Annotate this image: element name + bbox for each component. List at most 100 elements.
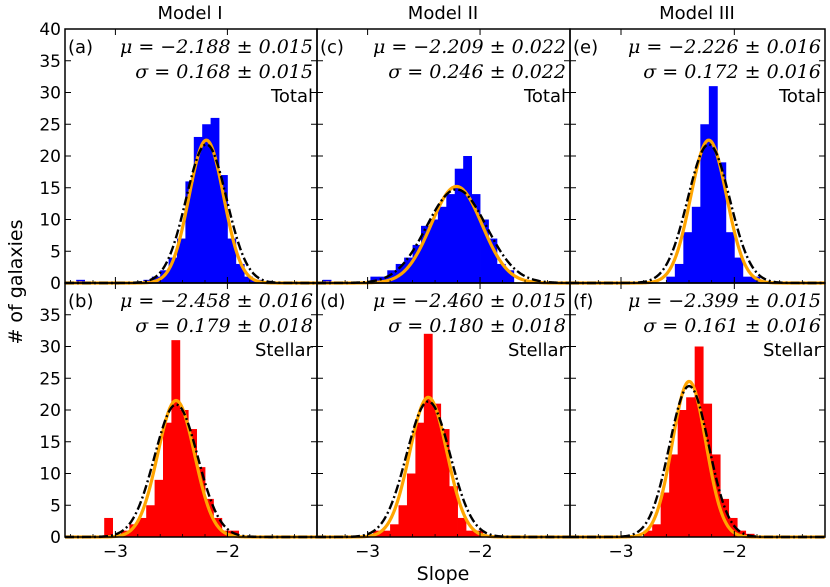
panel-label: (e) xyxy=(573,37,598,58)
histogram-bar xyxy=(188,429,197,537)
black-fit-curve xyxy=(316,400,571,539)
histogram-bar xyxy=(390,524,399,537)
panel-e: (e) μ = −2.226 ± 0.016 σ = 0.172 ± 0.016 To… xyxy=(569,28,826,285)
histogram-bar xyxy=(163,422,172,537)
y-tick-label: 15 xyxy=(39,179,61,199)
y-tick-label: 20 xyxy=(39,401,61,421)
component-label: Total xyxy=(270,86,313,107)
histogram-bar xyxy=(480,219,489,283)
histogram-bar xyxy=(210,117,220,284)
x-tick-label: −2 xyxy=(722,542,747,562)
histogram-bar xyxy=(457,517,467,537)
histogram-bar xyxy=(669,454,679,537)
sigma-annotation: σ = 0.246 ± 0.022 xyxy=(388,61,566,83)
histogram-bar xyxy=(387,270,397,283)
histogram-bar xyxy=(674,263,684,283)
histogram-bar xyxy=(137,517,147,537)
black-fit-curve xyxy=(64,403,318,539)
panel-f: −3 −2 (f) μ = −2.399 ± 0.015 σ = 0.161 ± 0.0… xyxy=(569,282,826,562)
histogram-bar xyxy=(717,162,727,283)
histogram-bar xyxy=(471,194,481,283)
histogram-bar xyxy=(168,257,178,283)
histogram-bar xyxy=(171,340,181,537)
histogram-bar xyxy=(146,505,155,537)
y-tick-label: 35 xyxy=(39,52,61,72)
histogram-bar xyxy=(381,530,391,537)
histogram-bar xyxy=(666,276,676,283)
histogram-bar xyxy=(708,86,718,284)
column-title-model-1: Model I xyxy=(157,3,222,24)
panel-label: (b) xyxy=(68,291,93,312)
y-tick-label: 15 xyxy=(39,433,61,453)
histogram-bar xyxy=(205,498,214,537)
histogram-bar xyxy=(449,486,458,537)
histogram-bar xyxy=(196,467,206,537)
x-tick-label: −3 xyxy=(608,542,633,562)
mu-annotation: μ = −2.399 ± 0.015 xyxy=(628,290,821,312)
panel-b: −3 −2 0 5 10 15 20 25 30 35 (b) μ = −2.458 ± 0.016 σ… xyxy=(39,282,318,562)
histogram-bar xyxy=(412,244,422,283)
histogram-bar xyxy=(652,524,662,537)
mu-annotation: μ = −2.458 ± 0.016 xyxy=(120,290,313,312)
histogram-bar xyxy=(691,206,701,283)
y-tick-label: 30 xyxy=(39,338,61,358)
histogram-bar xyxy=(421,225,430,283)
histogram-bar xyxy=(660,492,670,537)
histogram-bar xyxy=(398,505,408,537)
y-tick-label: 5 xyxy=(50,496,61,516)
mu-annotation: μ = −2.209 ± 0.022 xyxy=(373,36,566,58)
panel-a: 0 5 10 15 20 25 30 35 40 (a) μ = −2.188 ± 0.015 σ =… xyxy=(39,20,318,294)
histogram-bar xyxy=(728,517,738,537)
component-label: Stellar xyxy=(508,340,567,361)
component-label: Stellar xyxy=(763,340,822,361)
y-tick-label: 35 xyxy=(39,306,61,326)
sigma-annotation: σ = 0.180 ± 0.018 xyxy=(388,315,566,337)
histogram-bar xyxy=(185,181,195,283)
histogram-bar xyxy=(406,473,416,537)
y-tick-label: 40 xyxy=(39,20,61,40)
histogram-bar xyxy=(423,333,433,537)
x-tick-label: −2 xyxy=(468,542,493,562)
histogram-bar xyxy=(378,276,388,283)
histogram-bar xyxy=(496,263,506,283)
mu-annotation: μ = −2.460 ± 0.015 xyxy=(373,290,566,312)
panel-label: (a) xyxy=(68,37,93,58)
column-title-model-2: Model II xyxy=(408,3,478,24)
histogram-bar xyxy=(104,517,113,537)
panel-label: (c) xyxy=(320,37,344,58)
histogram-bar xyxy=(737,530,747,537)
histogram-bar xyxy=(703,403,713,537)
histogram-bar xyxy=(432,403,442,537)
histogram-bar xyxy=(440,429,450,537)
mu-annotation: μ = −2.226 ± 0.016 xyxy=(628,36,821,58)
histogram-bar xyxy=(202,124,211,283)
y-tick-label: 25 xyxy=(39,115,61,135)
sigma-annotation: σ = 0.172 ± 0.016 xyxy=(643,61,821,83)
x-tick-label: −2 xyxy=(215,542,240,562)
histogram-bar xyxy=(742,276,752,283)
histogram-bar xyxy=(683,232,693,283)
y-tick-label: 0 xyxy=(50,528,61,548)
histogram-bar xyxy=(488,238,498,283)
column-title-model-3: Model III xyxy=(659,3,735,24)
y-axis-label: # of galaxies xyxy=(5,219,27,344)
sigma-annotation: σ = 0.161 ± 0.016 xyxy=(643,315,821,337)
y-tick-label: 20 xyxy=(39,147,61,167)
x-tick-label: −3 xyxy=(355,542,380,562)
histogram-bar xyxy=(404,257,413,283)
panel-c: (c) μ = −2.209 ± 0.022 σ = 0.246 ± 0.022 To… xyxy=(316,28,571,285)
mu-annotation: μ = −2.188 ± 0.015 xyxy=(120,36,313,58)
y-tick-label: 30 xyxy=(39,84,61,104)
histogram-bar xyxy=(463,156,473,283)
y-tick-label: 5 xyxy=(50,242,61,262)
histogram-bar xyxy=(725,232,735,283)
histogram-bar xyxy=(643,530,653,537)
histogram-bar xyxy=(694,346,704,537)
panel-label: (d) xyxy=(320,291,345,312)
y-tick-label: 10 xyxy=(39,465,61,485)
histogram-bar xyxy=(429,219,439,283)
histogram-bar xyxy=(179,410,189,537)
histogram-bar xyxy=(193,136,203,283)
histogram-bar xyxy=(700,124,710,283)
